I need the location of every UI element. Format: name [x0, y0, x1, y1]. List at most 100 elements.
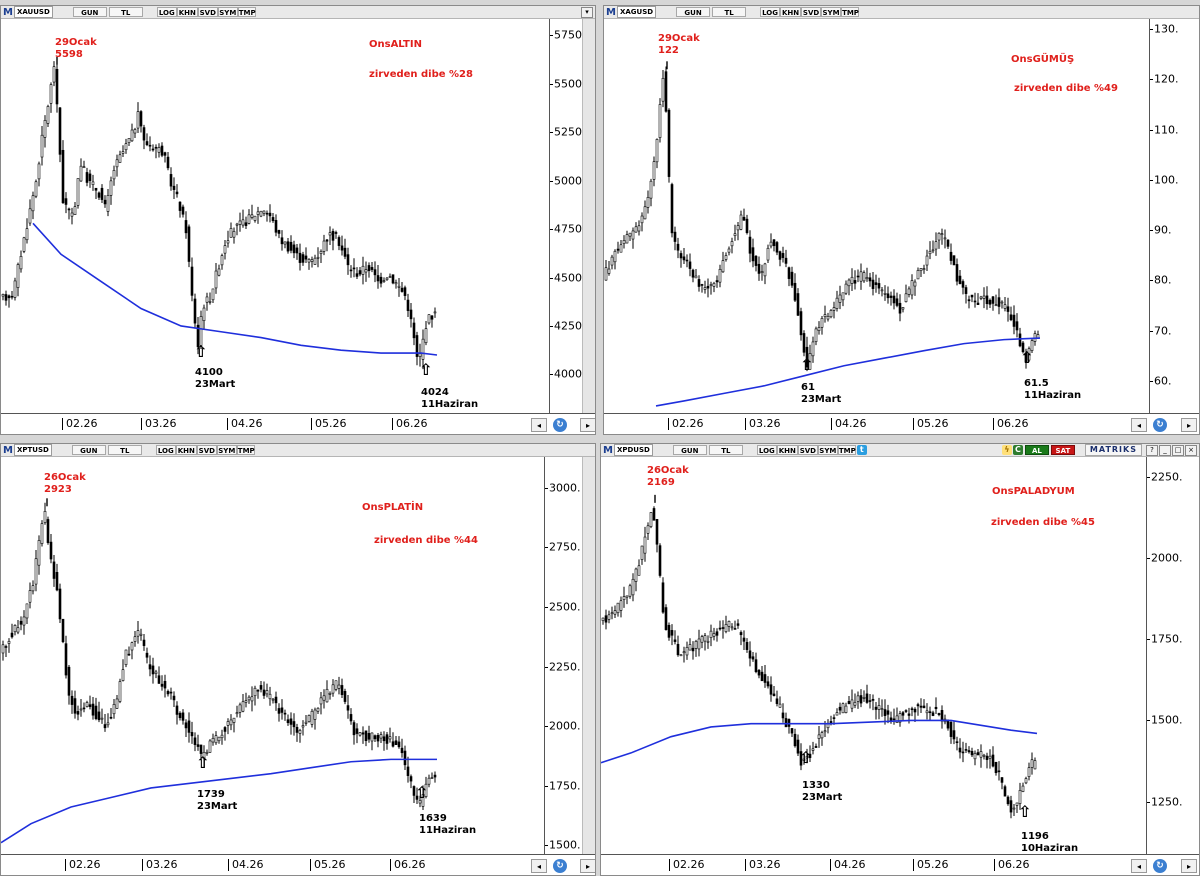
scroll-left-icon[interactable]: ◂ [531, 418, 547, 432]
refresh-icon[interactable]: ↻ [553, 418, 567, 432]
symbol-field[interactable]: XAUUSD [13, 6, 53, 18]
period-gun-button[interactable]: GUN [72, 7, 107, 17]
close-icon[interactable]: × [1185, 444, 1197, 456]
vertical-scrollbar[interactable] [582, 457, 595, 855]
khn-button[interactable]: KHN [780, 7, 802, 17]
candle-body [754, 255, 758, 266]
candle-body [868, 277, 872, 282]
menu-icon[interactable]: ▾ [581, 7, 593, 18]
candle-body [295, 247, 299, 254]
log-button[interactable]: LOG [760, 7, 781, 17]
scroll-left-icon[interactable]: ◂ [1131, 418, 1147, 432]
candle-body [268, 212, 272, 217]
candle-body [187, 720, 191, 733]
sym-button[interactable]: SYM [821, 7, 842, 17]
candle-body [214, 735, 218, 744]
scroll-left-icon[interactable]: ◂ [1131, 859, 1147, 873]
log-button[interactable]: LOG [156, 7, 177, 17]
khn-button[interactable]: KHN [175, 445, 197, 455]
candle-body [49, 541, 53, 560]
c-icon[interactable]: C [1012, 445, 1023, 455]
svd-button[interactable]: SVD [797, 445, 818, 455]
candle-body [1033, 760, 1037, 770]
scroll-right-icon[interactable]: ▸ [580, 859, 595, 873]
scroll-left-icon[interactable]: ◂ [531, 859, 547, 873]
svd-button[interactable]: SVD [196, 445, 217, 455]
scroll-right-icon[interactable]: ▸ [580, 418, 595, 432]
candle-body [244, 222, 248, 226]
candle-body [607, 614, 611, 620]
candle-body [943, 237, 947, 240]
candle-body [826, 316, 830, 320]
period-gun-button[interactable]: GUN [71, 445, 106, 455]
tmp-button[interactable]: TMP [837, 445, 856, 455]
svd-button[interactable]: SVD [801, 7, 822, 17]
candle-body [958, 275, 962, 284]
khn-button[interactable]: KHN [176, 7, 198, 17]
candle-body [673, 231, 677, 242]
symbol-field[interactable]: XPTUSD [13, 444, 52, 456]
candle-body [406, 299, 410, 311]
period-gun-button[interactable]: GUN [676, 7, 711, 17]
currency-tl-button[interactable]: TL [712, 7, 747, 17]
candle-body [391, 741, 395, 747]
candle-body [949, 721, 953, 737]
buy-button[interactable]: AL [1024, 445, 1049, 455]
candle-body [7, 641, 11, 644]
twitter-icon[interactable]: t [856, 445, 867, 455]
x-label: 06.26 [994, 859, 1030, 871]
candle-body [379, 276, 383, 284]
candle-body [802, 758, 806, 761]
candle-body [316, 256, 320, 259]
refresh-icon[interactable]: ↻ [553, 859, 567, 873]
minimize-icon[interactable]: _ [1159, 444, 1171, 456]
candle-body [91, 703, 95, 716]
khn-button[interactable]: KHN [776, 445, 798, 455]
candle-body [859, 271, 863, 282]
candle-body [154, 146, 158, 149]
sell-button[interactable]: SAT [1050, 445, 1075, 455]
maximize-icon[interactable]: □ [1172, 444, 1184, 456]
candle-body [715, 631, 719, 636]
period-gun-button[interactable]: GUN [672, 445, 707, 455]
currency-tl-button[interactable]: TL [108, 7, 143, 17]
log-button[interactable]: LOG [155, 445, 176, 455]
candle-body [685, 647, 689, 656]
currency-tl-button[interactable]: TL [708, 445, 743, 455]
currency-tl-button[interactable]: TL [107, 445, 142, 455]
tmp-button[interactable]: TMP [237, 7, 256, 17]
tmp-button[interactable]: TMP [236, 445, 255, 455]
refresh-icon[interactable]: ↻ [1153, 418, 1167, 432]
symbol-field[interactable]: XAGUSD [616, 6, 657, 18]
candle-body [670, 184, 674, 234]
candle-body [301, 725, 305, 728]
tmp-button[interactable]: TMP [841, 7, 860, 17]
candle-body [253, 215, 257, 221]
candle-body [697, 279, 701, 287]
symbol-field[interactable]: XPDUSD [613, 444, 653, 456]
candle-body [64, 643, 68, 676]
candle-body [610, 256, 614, 266]
bolt-icon[interactable]: ϟ [1001, 445, 1012, 455]
candle-body [172, 185, 176, 190]
low-label: 4024 11Haziran [421, 387, 479, 410]
scroll-right-icon[interactable]: ▸ [1181, 859, 1197, 873]
help-icon[interactable]: ? [1146, 444, 1158, 456]
log-button[interactable]: LOG [756, 445, 777, 455]
candle-body [226, 721, 230, 726]
candle-body [232, 231, 236, 238]
vertical-scrollbar[interactable] [582, 19, 595, 414]
scroll-right-icon[interactable]: ▸ [1181, 418, 1197, 432]
sym-button[interactable]: SYM [216, 445, 237, 455]
candle-body [988, 299, 992, 305]
sym-button[interactable]: SYM [217, 7, 238, 17]
refresh-icon[interactable]: ↻ [1153, 859, 1167, 873]
x-label: 04.26 [830, 859, 866, 871]
sym-button[interactable]: SYM [817, 445, 838, 455]
svd-button[interactable]: SVD [197, 7, 218, 17]
candle-body [946, 239, 950, 247]
candle-body [757, 263, 761, 274]
candle-body [910, 708, 914, 710]
candle-body [367, 733, 371, 740]
candle-body [724, 255, 728, 260]
